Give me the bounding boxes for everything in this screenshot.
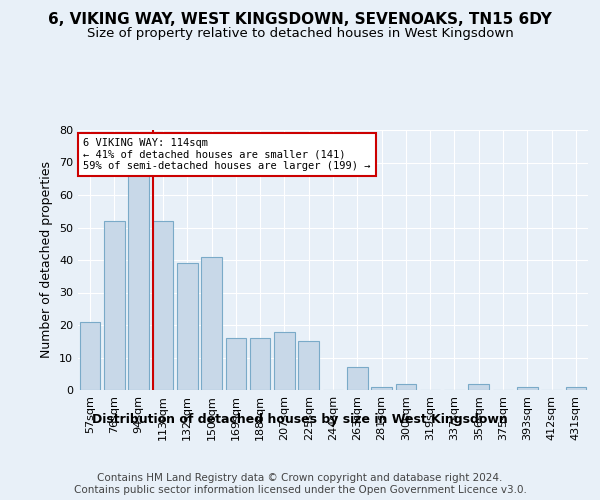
Bar — [80, 322, 100, 390]
Bar — [152, 221, 173, 390]
Bar — [177, 263, 197, 390]
Bar — [274, 332, 295, 390]
Bar — [226, 338, 246, 390]
Text: 6, VIKING WAY, WEST KINGSDOWN, SEVENOAKS, TN15 6DY: 6, VIKING WAY, WEST KINGSDOWN, SEVENOAKS… — [48, 12, 552, 28]
Bar — [566, 387, 586, 390]
Bar — [347, 367, 368, 390]
Bar — [128, 169, 149, 390]
Text: 6 VIKING WAY: 114sqm
← 41% of detached houses are smaller (141)
59% of semi-deta: 6 VIKING WAY: 114sqm ← 41% of detached h… — [83, 138, 371, 171]
Text: Contains HM Land Registry data © Crown copyright and database right 2024.
Contai: Contains HM Land Registry data © Crown c… — [74, 474, 526, 495]
Bar — [201, 257, 222, 390]
Bar — [517, 387, 538, 390]
Bar — [104, 221, 125, 390]
Bar — [250, 338, 271, 390]
Bar — [395, 384, 416, 390]
Text: Distribution of detached houses by size in West Kingsdown: Distribution of detached houses by size … — [92, 412, 508, 426]
Bar — [298, 341, 319, 390]
Bar — [371, 387, 392, 390]
Y-axis label: Number of detached properties: Number of detached properties — [40, 162, 53, 358]
Text: Size of property relative to detached houses in West Kingsdown: Size of property relative to detached ho… — [86, 28, 514, 40]
Bar — [469, 384, 489, 390]
